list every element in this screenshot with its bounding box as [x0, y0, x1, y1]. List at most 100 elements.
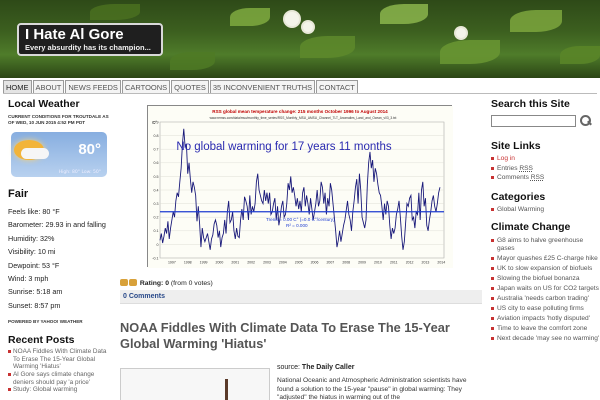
login-link-text: Log in — [497, 155, 515, 162]
x-tick-label: 2008 — [342, 261, 350, 265]
cloud-icon — [21, 148, 49, 159]
x-tick-label: 2001 — [231, 261, 239, 265]
climate-news-link[interactable]: Next decade 'may see no warming' — [491, 335, 600, 343]
x-tick-label: 2010 — [374, 261, 382, 265]
feels-like: Feels like: 80 °F — [8, 207, 60, 216]
source-label: source: — [277, 364, 300, 371]
x-tick-label: 2007 — [326, 261, 334, 265]
source-name[interactable]: The Daily Caller — [301, 364, 355, 371]
chart-subtitle: www.remss.com/data/msu/monthly_time_seri… — [210, 116, 397, 120]
nav-item-about[interactable]: ABOUT — [32, 80, 65, 93]
high-low-temperature: High: 80° Low: 50° — [58, 170, 101, 175]
post-image-detail — [225, 379, 228, 400]
recent-post-link[interactable]: Study: Global warming — [8, 386, 113, 394]
y-tick-label: 0.8 — [154, 134, 159, 138]
weather-conditions-line: CURRENT CONDITIONS FOR TROUTDALE AS OF W… — [8, 114, 109, 125]
temperature-chart[interactable]: RSS global mean temperature change: 215 … — [147, 105, 453, 268]
x-tick-label: 2009 — [358, 261, 366, 265]
plot-area: -0.1 0 0.1 0.2 0.3 0.4 0.5 0.6 0.7 0.8 0.9 1997 1998… — [152, 120, 445, 264]
nav-item-home[interactable]: HOME — [3, 80, 32, 93]
comments-bar: 0 Comments — [120, 290, 482, 304]
climate-news-link[interactable]: UK to slow expansion of biofuels — [491, 265, 600, 273]
chart-background — [148, 106, 453, 268]
x-tick-label: 2003 — [263, 261, 271, 265]
chart-annotation: No global warming for 17 years 11 months — [176, 141, 391, 153]
foliage-leaf — [300, 36, 355, 58]
foliage-leaf — [90, 4, 140, 20]
weather-heading: Local Weather — [8, 98, 80, 110]
trend-label: Trend = 0.00 C° (=0.0 C°/century) — [266, 217, 335, 222]
sunset: Sunset: 8:57 pm — [8, 300, 61, 310]
site-title-box[interactable]: I Hate Al Gore Every absurdity has its c… — [17, 23, 163, 56]
main-nav: HOME ABOUT NEWS FEEDS CARTOONS QUOTES 35… — [3, 80, 597, 94]
climate-news-link[interactable]: Australia 'needs carbon trading' — [491, 295, 600, 303]
climate-news-link[interactable]: Mayor quashes £25 C-charge hike — [491, 255, 600, 263]
nav-item-quotes[interactable]: QUOTES — [171, 80, 209, 93]
category-link[interactable]: Global Warming — [491, 205, 600, 215]
foliage-leaf — [170, 52, 215, 70]
y-tick-label: 0.3 — [154, 202, 159, 206]
site-title[interactable]: I Hate Al Gore — [25, 26, 124, 43]
recent-post-link[interactable]: NOAA Fiddles With Climate Data To Erase … — [8, 348, 113, 371]
temperature-series-line — [159, 128, 441, 250]
comments-link[interactable]: 0 Comments — [123, 293, 166, 300]
x-tick-label: 1997 — [168, 261, 176, 265]
nav-item-news-feeds[interactable]: NEWS FEEDS — [65, 80, 121, 93]
foliage-leaf — [440, 40, 500, 64]
search-input[interactable] — [491, 114, 576, 127]
site-header: I Hate Al Gore Every absurdity has its c… — [0, 0, 600, 78]
climate-news-link[interactable]: Time to leave the comfort zone — [491, 325, 600, 333]
y-tick-label: 0.5 — [154, 175, 159, 179]
entries-rss-abbr: RSS — [519, 164, 533, 172]
post-source: source: The Daily Caller — [277, 364, 354, 371]
x-tick-label: 2012 — [406, 261, 414, 265]
search-icon[interactable] — [579, 114, 592, 127]
x-tick-label: 2000 — [216, 261, 224, 265]
x-tick-label: 1999 — [200, 261, 208, 265]
comments-rss-link[interactable]: Comments RSS — [491, 173, 600, 183]
rating-votes: (from 0 votes) — [170, 280, 213, 287]
climate-news-link[interactable]: Aviation impacts 'hotly disputed' — [491, 315, 600, 323]
y-tick-label: -0.1 — [152, 256, 158, 260]
y-tick-label: 0.9 — [154, 120, 159, 124]
nav-item-inconvenient-truths[interactable]: 35 INCONVENIENT TRUTHS — [209, 80, 316, 93]
chart-svg: RSS global mean temperature change: 215 … — [148, 106, 453, 268]
y-tick-label: 0.7 — [154, 148, 159, 152]
recent-post-link[interactable]: Al Gore says climate change deniers shou… — [8, 371, 113, 386]
humidity: Humidity: 32% — [8, 233, 55, 243]
climate-news-link[interactable]: G8 aims to halve greenhouse gases — [491, 237, 600, 252]
foliage-leaf — [510, 10, 562, 32]
nav-item-contact[interactable]: CONTACT — [316, 80, 358, 93]
entries-rss-link[interactable]: Entries RSS — [491, 164, 600, 174]
login-link[interactable]: Log in — [491, 154, 600, 164]
weather-powered-by[interactable]: POWERED BY YAHOO! WEATHER — [8, 319, 83, 325]
post-title[interactable]: NOAA Fiddles With Climate Data To Erase … — [120, 320, 450, 351]
dewpoint: Dewpoint: 53 °F — [8, 260, 60, 270]
x-tick-label: 1998 — [184, 261, 192, 265]
y-tick-label: 0.6 — [154, 161, 159, 165]
comments-rss-abbr: RSS — [530, 174, 545, 182]
climate-news-link[interactable]: Slowing the biofuel bonanza — [491, 275, 600, 283]
climate-news-link[interactable]: US city to ease polluting firms — [491, 305, 600, 313]
weather-panel: 80° High: 80° Low: 50° — [11, 132, 107, 177]
x-tick-label: 2011 — [390, 261, 398, 265]
climate-change-heading: Climate Change — [491, 221, 571, 234]
thumbs-up-icon[interactable] — [120, 279, 128, 286]
white-flower — [285, 12, 299, 26]
current-temperature: 80° — [78, 141, 101, 158]
x-tick-label: 2014 — [437, 261, 445, 265]
x-tick-label: 2013 — [422, 261, 430, 265]
nav-item-cartoons[interactable]: CARTOONS — [121, 80, 171, 93]
r-squared-label: R² = 0.000 — [286, 223, 308, 228]
site-tagline: Every absurdity has its champion... — [25, 43, 151, 52]
barometer: Barometer: 29.93 in and falling — [8, 220, 106, 230]
thumbs-down-icon[interactable] — [129, 279, 137, 286]
y-tick-label: 0.2 — [154, 216, 159, 220]
right-sidebar: Search this Site Site Links Log in Entri… — [491, 98, 600, 345]
left-sidebar: Local Weather CURRENT CONDITIONS FOR TRO… — [8, 98, 113, 394]
recent-posts-heading: Recent Posts — [8, 334, 75, 347]
y-tick-label: 0.1 — [154, 229, 159, 233]
site-links-heading: Site Links — [491, 140, 541, 152]
visibility: Visibility: 10 mi — [8, 247, 56, 257]
climate-news-link[interactable]: Japan waits on US for CO2 targets — [491, 285, 600, 293]
